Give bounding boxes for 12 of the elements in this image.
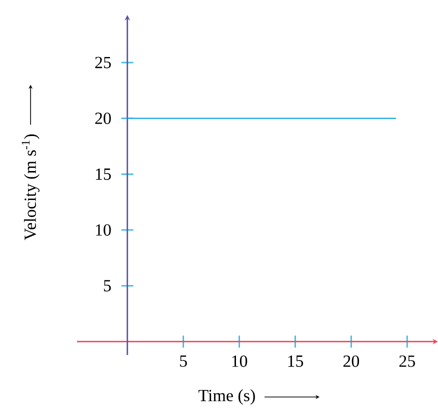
y-tick-label: 20 [95,112,111,124]
y-tick-label: 5 [104,280,111,292]
x-tick-label: 10 [232,355,248,367]
y-tick-label: 10 [96,224,111,236]
x-tick-label: 20 [343,355,360,367]
y-axis-title: Velocity (m s$^{-1}$) [22,134,40,240]
x-axis-title: Time (s) [198,389,255,405]
y-tick-label: 25 [95,56,111,68]
y-tick-label: 15 [96,168,111,180]
x-tick-label: 25 [399,355,415,367]
x-tick-label: 15 [288,355,304,367]
x-tick-label: 5 [180,355,187,367]
